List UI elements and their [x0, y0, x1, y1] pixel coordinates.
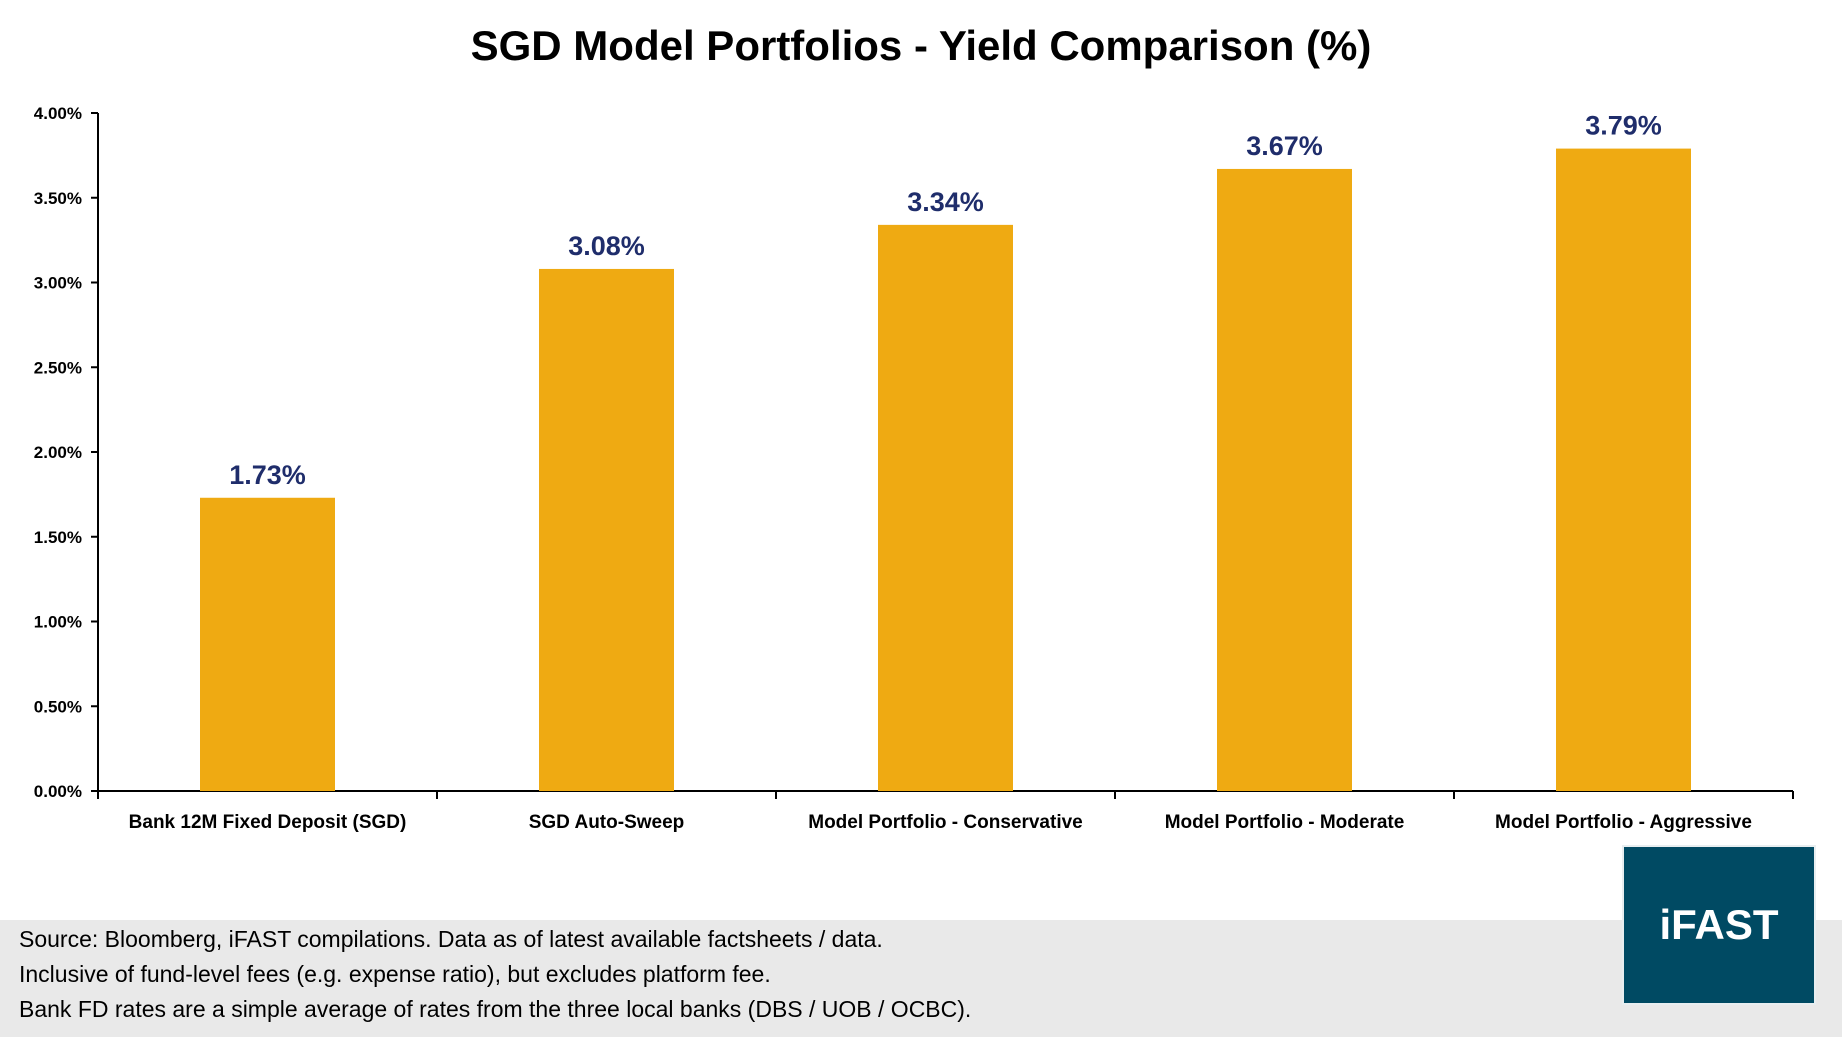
x-tick-label: Model Portfolio - Conservative — [808, 812, 1082, 833]
bar — [878, 224, 1013, 791]
x-tick-label: Bank 12M Fixed Deposit (SGD) — [129, 812, 407, 833]
ifast-logo: iFAST — [1622, 845, 1816, 1005]
x-tick-label: Model Portfolio - Aggressive — [1495, 812, 1752, 833]
y-tick-label: 2.00% — [34, 443, 82, 462]
bar — [200, 497, 335, 791]
data-label: 1.73% — [229, 460, 306, 490]
bar — [1217, 168, 1352, 791]
y-tick-label: 1.00% — [34, 613, 82, 632]
chart-title: SGD Model Portfolios - Yield Comparison … — [470, 22, 1372, 69]
fee-note: Inclusive of fund-level fees (e.g. expen… — [19, 961, 771, 987]
x-tick-label: Model Portfolio - Moderate — [1165, 812, 1405, 833]
logo-text: iFAST — [1659, 901, 1779, 948]
x-tick-label: SGD Auto-Sweep — [529, 812, 685, 833]
data-label: 3.67% — [1246, 131, 1323, 161]
bar — [1556, 148, 1691, 792]
y-tick-label: 3.00% — [34, 274, 82, 293]
data-label: 3.34% — [907, 187, 984, 217]
y-tick-label: 0.50% — [34, 697, 82, 716]
y-tick-label: 1.50% — [34, 528, 82, 547]
y-tick-label: 3.50% — [34, 189, 82, 208]
y-tick-label: 2.50% — [34, 358, 82, 377]
bar — [539, 268, 674, 791]
source-note: Source: Bloomberg, iFAST compilations. D… — [19, 926, 883, 952]
bar-chart: 0.00% 0.50% 1.00% 1.50% 2.00% 2.50% 3.00% 3.50%… — [34, 104, 1794, 833]
footer-notes: Source: Bloomberg, iFAST compilations. D… — [0, 920, 1842, 1037]
fd-note: Bank FD rates are a simple average of ra… — [19, 996, 972, 1022]
y-tick-label: 0.00% — [34, 782, 82, 801]
data-label: 3.08% — [568, 231, 645, 261]
data-label: 3.79% — [1585, 111, 1662, 141]
y-tick-label: 4.00% — [34, 104, 82, 123]
